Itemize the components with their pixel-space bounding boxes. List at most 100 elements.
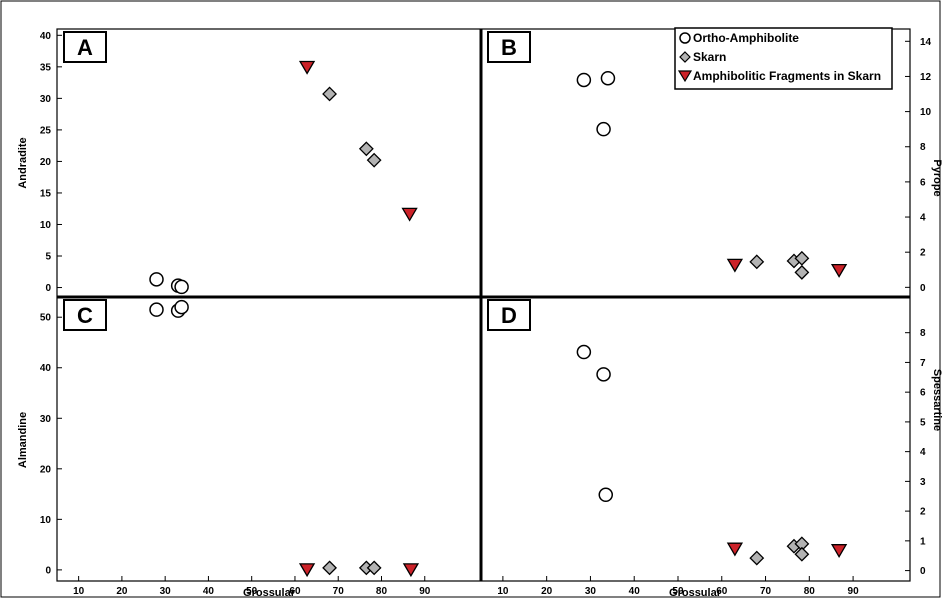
data-marks <box>149 60 848 578</box>
panel-label-D: D <box>487 299 531 331</box>
legend: Ortho-Amphibolite Skarn Amphibolitic Fragm… <box>674 27 893 90</box>
data-point-circle <box>576 72 592 88</box>
x-axis-label-left: Grossular <box>243 587 296 598</box>
data-point-diamond <box>358 141 374 157</box>
legend-entry-label: Skarn <box>693 50 726 64</box>
y-tick-label: 10 <box>920 107 932 118</box>
x-tick-label: 40 <box>629 586 641 597</box>
y-axis-label-andradite: Andradite <box>17 137 29 188</box>
data-point-diamond <box>749 254 765 270</box>
data-point-diamond <box>322 560 337 576</box>
y-tick-label: 1 <box>920 536 926 547</box>
panel-letter-b: B <box>501 35 517 60</box>
legend-triangle-icon <box>677 70 693 83</box>
y-tick-label: 14 <box>920 37 932 48</box>
data-point-triangle-down <box>726 542 744 557</box>
data-point-circle <box>600 70 616 86</box>
x-axis-label-right: Grossular <box>669 587 722 598</box>
data-point-diamond <box>794 250 810 266</box>
legend-entry-label: Amphibolitic Fragments in Skarn <box>693 69 881 83</box>
y-tick-label: 30 <box>40 414 52 425</box>
x-tick-label: 60 <box>289 586 301 597</box>
data-point-diamond <box>794 546 810 562</box>
plot-area-frame <box>56 28 911 582</box>
legend-diamond-icon <box>679 51 691 63</box>
x-tick-label: 50 <box>246 586 258 597</box>
x-tick-label: 30 <box>585 586 597 597</box>
panel-label-A: A <box>63 31 107 63</box>
y-tick-label: 0 <box>920 566 926 577</box>
axis-ticks: 0510152025303540024681012140102030405010… <box>40 31 932 597</box>
y-tick-label: 12 <box>920 72 932 83</box>
y-tick-label: 2 <box>920 507 926 518</box>
data-point-triangle-down <box>402 563 420 578</box>
y-tick-label: 10 <box>40 515 52 526</box>
data-point-triangle-down <box>298 60 316 75</box>
y-tick-label: 3 <box>920 477 926 488</box>
y-tick-label: 50 <box>40 313 52 324</box>
x-tick-label: 70 <box>760 586 772 597</box>
y-tick-label: 7 <box>920 358 926 369</box>
y-tick-label: 5 <box>45 252 51 263</box>
data-point-circle <box>596 121 611 137</box>
data-point-circle <box>149 302 164 317</box>
panel-label-B: B <box>487 31 531 63</box>
y-tick-label: 25 <box>40 125 52 136</box>
y-tick-label: 10 <box>40 220 52 231</box>
data-point-triangle-down <box>298 563 316 578</box>
panel-letter-c: C <box>77 303 93 328</box>
y-tick-label: 4 <box>920 447 926 458</box>
y-tick-label: 20 <box>40 157 52 168</box>
data-point-triangle-down <box>401 207 418 222</box>
y-tick-label: 40 <box>40 363 52 374</box>
data-point-diamond <box>794 264 810 280</box>
x-tick-label: 90 <box>848 586 860 597</box>
x-tick-label: 50 <box>672 586 684 597</box>
y-tick-label: 4 <box>920 213 926 224</box>
x-tick-label: 30 <box>160 586 172 597</box>
legend-circle-icon <box>679 32 691 44</box>
y-tick-label: 2 <box>920 248 926 259</box>
y-axis-label-spessartine: Spessartine <box>931 369 942 431</box>
y-tick-label: 5 <box>920 417 926 428</box>
x-tick-label: 40 <box>203 586 215 597</box>
x-tick-label: 80 <box>804 586 816 597</box>
x-tick-label: 20 <box>116 586 128 597</box>
legend-entry-label: Ortho-Amphibolite <box>693 31 799 45</box>
data-point-diamond <box>366 152 382 168</box>
y-tick-label: 40 <box>40 31 52 42</box>
y-tick-label: 0 <box>45 565 51 576</box>
y-axis-label-almandine: Almandine <box>17 412 29 468</box>
y-tick-label: 0 <box>920 283 926 294</box>
data-point-triangle-down <box>726 258 744 273</box>
data-point-circle <box>174 299 189 315</box>
y-tick-label: 6 <box>920 388 926 399</box>
data-point-circle <box>596 367 611 382</box>
data-point-triangle-down <box>830 544 848 558</box>
x-tick-label: 80 <box>376 586 388 597</box>
panel-letter-d: D <box>501 303 517 328</box>
panel-letter-a: A <box>77 35 93 60</box>
data-point-circle <box>576 344 592 360</box>
y-tick-label: 30 <box>40 94 52 105</box>
x-tick-label: 90 <box>419 586 431 597</box>
y-tick-label: 0 <box>45 283 51 294</box>
data-point-circle <box>149 272 164 287</box>
y-tick-label: 35 <box>40 62 52 73</box>
y-tick-label: 6 <box>920 177 926 188</box>
x-tick-label: 10 <box>73 586 85 597</box>
x-tick-label: 70 <box>333 586 345 597</box>
data-point-diamond <box>322 86 337 102</box>
x-tick-label: 20 <box>541 586 553 597</box>
x-tick-label: 60 <box>716 586 728 597</box>
y-tick-label: 8 <box>920 142 926 153</box>
data-point-diamond <box>366 560 382 576</box>
data-point-triangle-down <box>830 263 848 278</box>
x-tick-label: 10 <box>497 586 509 597</box>
y-tick-label: 15 <box>40 188 52 199</box>
y-tick-label: 20 <box>40 464 52 475</box>
data-point-circle <box>174 279 189 295</box>
y-axis-label-pyrope: Pyrope <box>931 159 942 196</box>
